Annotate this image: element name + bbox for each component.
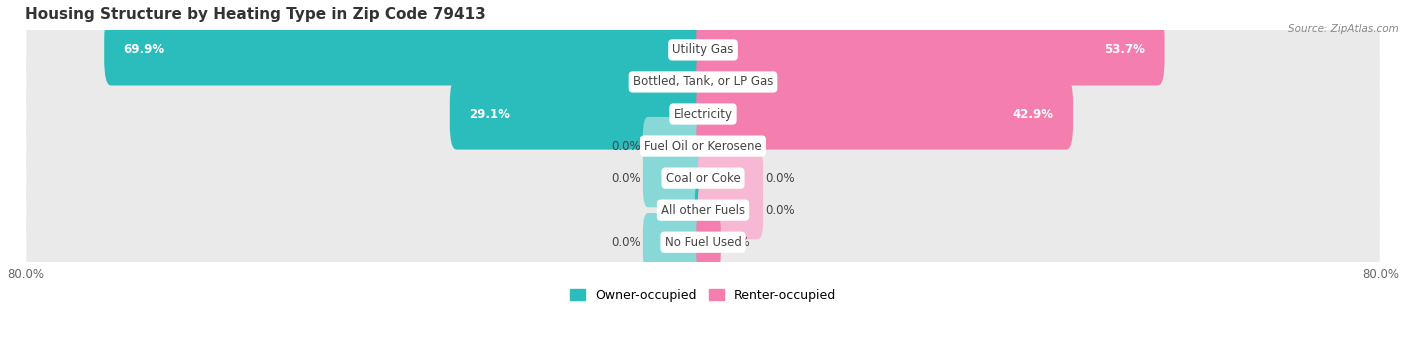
FancyBboxPatch shape: [689, 46, 710, 118]
Text: 0.16%: 0.16%: [658, 204, 695, 217]
Text: Source: ZipAtlas.com: Source: ZipAtlas.com: [1288, 24, 1399, 34]
FancyBboxPatch shape: [104, 14, 710, 86]
FancyBboxPatch shape: [450, 78, 710, 150]
FancyBboxPatch shape: [696, 207, 721, 278]
Text: Electricity: Electricity: [673, 107, 733, 120]
Text: 0.0%: 0.0%: [612, 236, 641, 249]
Text: 0.0%: 0.0%: [765, 204, 794, 217]
FancyBboxPatch shape: [697, 181, 763, 239]
FancyBboxPatch shape: [27, 25, 1379, 75]
Text: All other Fuels: All other Fuels: [661, 204, 745, 217]
Text: 0.34%: 0.34%: [713, 139, 749, 152]
FancyBboxPatch shape: [27, 153, 1379, 204]
FancyBboxPatch shape: [27, 217, 1379, 268]
Text: 1.3%: 1.3%: [721, 236, 751, 249]
FancyBboxPatch shape: [643, 213, 709, 271]
Text: 0.0%: 0.0%: [765, 172, 794, 184]
Text: 69.9%: 69.9%: [124, 43, 165, 56]
FancyBboxPatch shape: [27, 89, 1379, 139]
FancyBboxPatch shape: [697, 149, 763, 207]
Text: Coal or Coke: Coal or Coke: [665, 172, 741, 184]
FancyBboxPatch shape: [27, 121, 1379, 172]
FancyBboxPatch shape: [696, 14, 1164, 86]
Text: Housing Structure by Heating Type in Zip Code 79413: Housing Structure by Heating Type in Zip…: [25, 7, 486, 22]
Text: 0.0%: 0.0%: [612, 172, 641, 184]
FancyBboxPatch shape: [696, 46, 725, 118]
FancyBboxPatch shape: [27, 57, 1379, 107]
Text: No Fuel Used: No Fuel Used: [665, 236, 741, 249]
Text: 0.0%: 0.0%: [612, 139, 641, 152]
FancyBboxPatch shape: [695, 175, 710, 246]
Text: Fuel Oil or Kerosene: Fuel Oil or Kerosene: [644, 139, 762, 152]
FancyBboxPatch shape: [696, 78, 1073, 150]
FancyBboxPatch shape: [27, 185, 1379, 236]
FancyBboxPatch shape: [643, 149, 709, 207]
Text: 29.1%: 29.1%: [470, 107, 510, 120]
FancyBboxPatch shape: [643, 117, 709, 175]
Text: 0.79%: 0.79%: [652, 75, 689, 88]
Legend: Owner-occupied, Renter-occupied: Owner-occupied, Renter-occupied: [565, 284, 841, 307]
FancyBboxPatch shape: [696, 110, 713, 182]
Text: Bottled, Tank, or LP Gas: Bottled, Tank, or LP Gas: [633, 75, 773, 88]
Text: 53.7%: 53.7%: [1104, 43, 1144, 56]
Text: Utility Gas: Utility Gas: [672, 43, 734, 56]
Text: 42.9%: 42.9%: [1012, 107, 1053, 120]
Text: 1.8%: 1.8%: [725, 75, 755, 88]
